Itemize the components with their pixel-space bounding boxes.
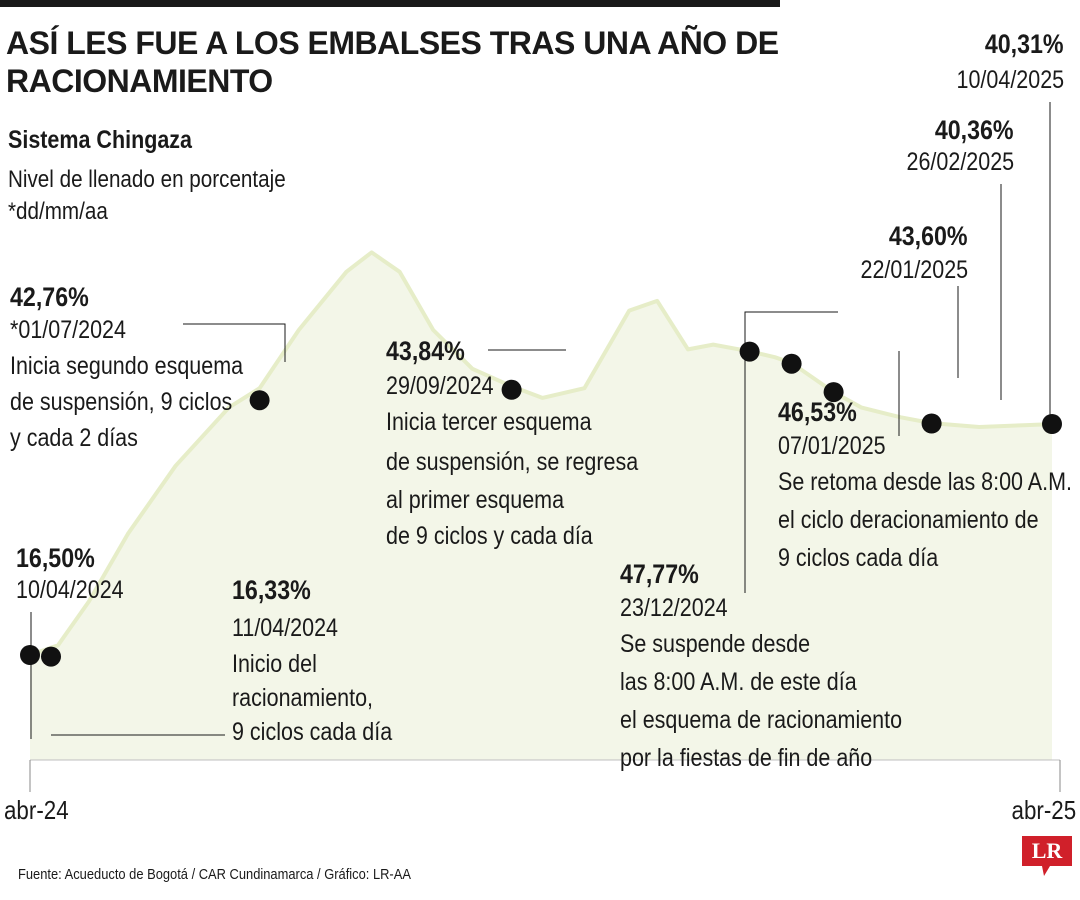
annotation-text-line: de suspensión, se regresa bbox=[386, 448, 639, 476]
data-marker-6 bbox=[781, 353, 802, 374]
lr-logo: LR bbox=[1022, 836, 1072, 876]
annotation-value: 40,36% bbox=[935, 115, 1014, 145]
annotation-date: 26/02/2025 bbox=[906, 148, 1014, 176]
svg-text:LR: LR bbox=[1032, 838, 1064, 863]
annotation-text-line: y cada 2 días bbox=[10, 424, 138, 452]
annotation-value: 47,77% bbox=[620, 559, 699, 589]
annotation-date: 10/04/2025 bbox=[956, 66, 1064, 94]
leader-lines bbox=[30, 102, 1051, 739]
annotation-date: 29/09/2024 bbox=[386, 372, 494, 400]
annotation-text-line: el esquema de racionamiento bbox=[620, 706, 903, 734]
x-axis-label-end: abr-25 bbox=[1011, 795, 1076, 825]
annotation-text-line: 9 ciclos cada día bbox=[778, 544, 939, 572]
annotation-text-line: Inicio del bbox=[232, 650, 317, 678]
area-series bbox=[30, 252, 1052, 760]
annotation-value: 40,31% bbox=[985, 29, 1064, 59]
top-rule bbox=[0, 0, 780, 7]
annotation-text-line: Inicia segundo esquema bbox=[10, 352, 244, 380]
chart-title: ASÍ LES FUE A LOS EMBALSES TRAS UNA AÑO … bbox=[6, 25, 779, 99]
system-name: Sistema Chingaza bbox=[8, 126, 192, 154]
data-marker-9 bbox=[1042, 414, 1062, 434]
annotation-text-line: las 8:00 A.M. de este día bbox=[620, 668, 857, 696]
annotation-text-line: de 9 ciclos y cada día bbox=[386, 522, 593, 550]
annotation-date: 07/01/2025 bbox=[778, 432, 886, 460]
area-series-outline bbox=[29, 250, 1053, 657]
data-marker-5 bbox=[739, 341, 760, 362]
data-marker-4 bbox=[501, 379, 522, 400]
annotation-text-line: Se suspende desde bbox=[620, 630, 811, 658]
annotation-date: 10/04/2024 bbox=[16, 576, 124, 604]
annotation-text-line: racionamiento, bbox=[232, 684, 374, 712]
x-axis-label-start: abr-24 bbox=[4, 795, 69, 825]
annotation-value: 42,76% bbox=[10, 282, 89, 312]
annotation-text-line: de suspensión, 9 ciclos bbox=[10, 388, 233, 416]
annotation-date: *01/07/2024 bbox=[10, 316, 126, 344]
leader-line-47-77 bbox=[744, 311, 838, 593]
annotation-value: 16,50% bbox=[16, 543, 95, 573]
data-marker-1 bbox=[20, 645, 40, 665]
data-marker-3 bbox=[249, 390, 270, 411]
data-marker-2 bbox=[41, 646, 61, 667]
annotation-value: 43,60% bbox=[889, 221, 968, 251]
annotation-text-line: el ciclo deracionamiento de bbox=[778, 506, 1039, 534]
chart-subtitle: Nivel de llenado en porcentaje bbox=[8, 166, 286, 193]
annotation-date: 23/12/2024 bbox=[620, 594, 728, 622]
data-markers bbox=[20, 341, 1062, 667]
annotation-value: 46,53% bbox=[778, 397, 857, 427]
annotation-text-line: por la fiestas de fin de año bbox=[620, 744, 873, 772]
leader-line-42-76 bbox=[183, 323, 286, 362]
annotation-text-line: Se retoma desde las 8:00 A.M. bbox=[778, 468, 1072, 496]
annotation-value: 43,84% bbox=[386, 336, 465, 366]
annotation-text-line: Inicia tercer esquema bbox=[386, 408, 592, 436]
data-marker-8 bbox=[921, 413, 942, 434]
annotation-text-line: 9 ciclos cada día bbox=[232, 718, 393, 746]
date-format-note: *dd/mm/aa bbox=[8, 198, 108, 225]
source-note: Fuente: Acueducto de Bogotá / CAR Cundin… bbox=[18, 866, 411, 883]
annotation-value: 16,33% bbox=[232, 575, 311, 605]
annotation-date: 11/04/2024 bbox=[232, 614, 339, 642]
annotation-text-line: al primer esquema bbox=[386, 486, 565, 514]
annotation-date: 22/01/2025 bbox=[860, 256, 968, 284]
data-marker-7 bbox=[823, 382, 844, 403]
